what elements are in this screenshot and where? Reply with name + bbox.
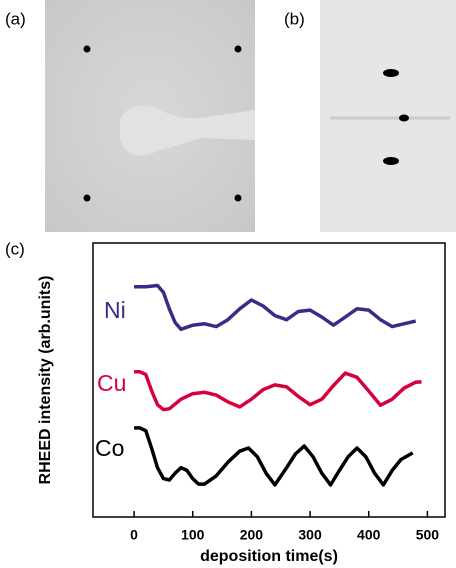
y-axis-title: RHEED intensity (arb.units) bbox=[37, 276, 54, 485]
leed-image bbox=[45, 0, 255, 232]
series-line bbox=[134, 372, 421, 410]
x-tick-label: 300 bbox=[298, 527, 322, 543]
x-tick-label: 0 bbox=[130, 527, 138, 543]
panel-label: (b) bbox=[284, 9, 305, 28]
x-tick-label: 100 bbox=[181, 527, 205, 543]
x-tick-label: 200 bbox=[240, 527, 264, 543]
series-line bbox=[134, 286, 416, 330]
series-label: Co bbox=[95, 435, 124, 461]
panel-label: (a) bbox=[5, 9, 26, 28]
series-label: Cu bbox=[97, 370, 126, 396]
x-tick-label: 400 bbox=[357, 527, 381, 543]
x-axis-title: deposition time(s) bbox=[200, 548, 338, 565]
figure: (a) (b) (c) deposition time(s) RHEED int… bbox=[0, 0, 456, 568]
series-line bbox=[134, 428, 413, 485]
panel-label: (c) bbox=[5, 239, 25, 258]
x-tick-label: 500 bbox=[416, 527, 440, 543]
rheed-image bbox=[320, 0, 456, 232]
series-label: Ni bbox=[104, 297, 126, 323]
